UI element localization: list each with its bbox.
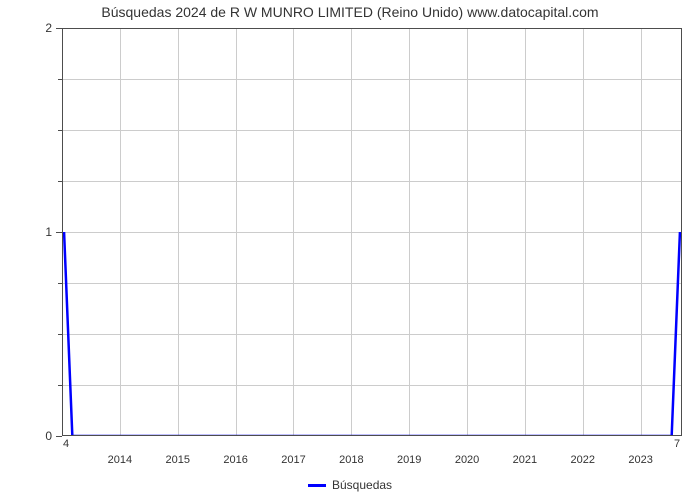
legend-label: Búsquedas [332,478,392,492]
y-minor-tick-mark [58,385,62,386]
y-tick-mark [56,232,62,233]
y-tick-label: 0 [32,429,52,443]
chart-container: { "chart": { "type": "line", "title": "B… [0,0,700,500]
y-tick-label: 2 [32,21,52,35]
y-minor-tick-mark [58,283,62,284]
x-tick-label: 2022 [571,454,595,466]
line-series [62,28,682,436]
y-tick-label: 1 [32,225,52,239]
x-tick-label: 2015 [165,454,189,466]
y-tick-mark [56,28,62,29]
x-tick-label: 2016 [223,454,247,466]
x-tick-label: 2020 [455,454,479,466]
y-tick-mark [56,436,62,437]
x-tick-label: 2017 [281,454,305,466]
legend: Búsquedas [308,478,392,492]
y-minor-tick-mark [58,130,62,131]
x-axis-end-label: 7 [674,438,680,450]
x-tick-label: 2014 [108,454,132,466]
y-minor-tick-mark [58,181,62,182]
x-axis-start-label: 4 [63,438,69,450]
plot-area [62,28,682,436]
x-tick-label: 2019 [397,454,421,466]
legend-swatch [308,484,326,487]
y-minor-tick-mark [58,79,62,80]
x-tick-label: 2021 [513,454,537,466]
x-tick-label: 2023 [628,454,652,466]
chart-title: Búsquedas 2024 de R W MUNRO LIMITED (Rei… [0,4,700,20]
x-tick-label: 2018 [339,454,363,466]
y-minor-tick-mark [58,334,62,335]
